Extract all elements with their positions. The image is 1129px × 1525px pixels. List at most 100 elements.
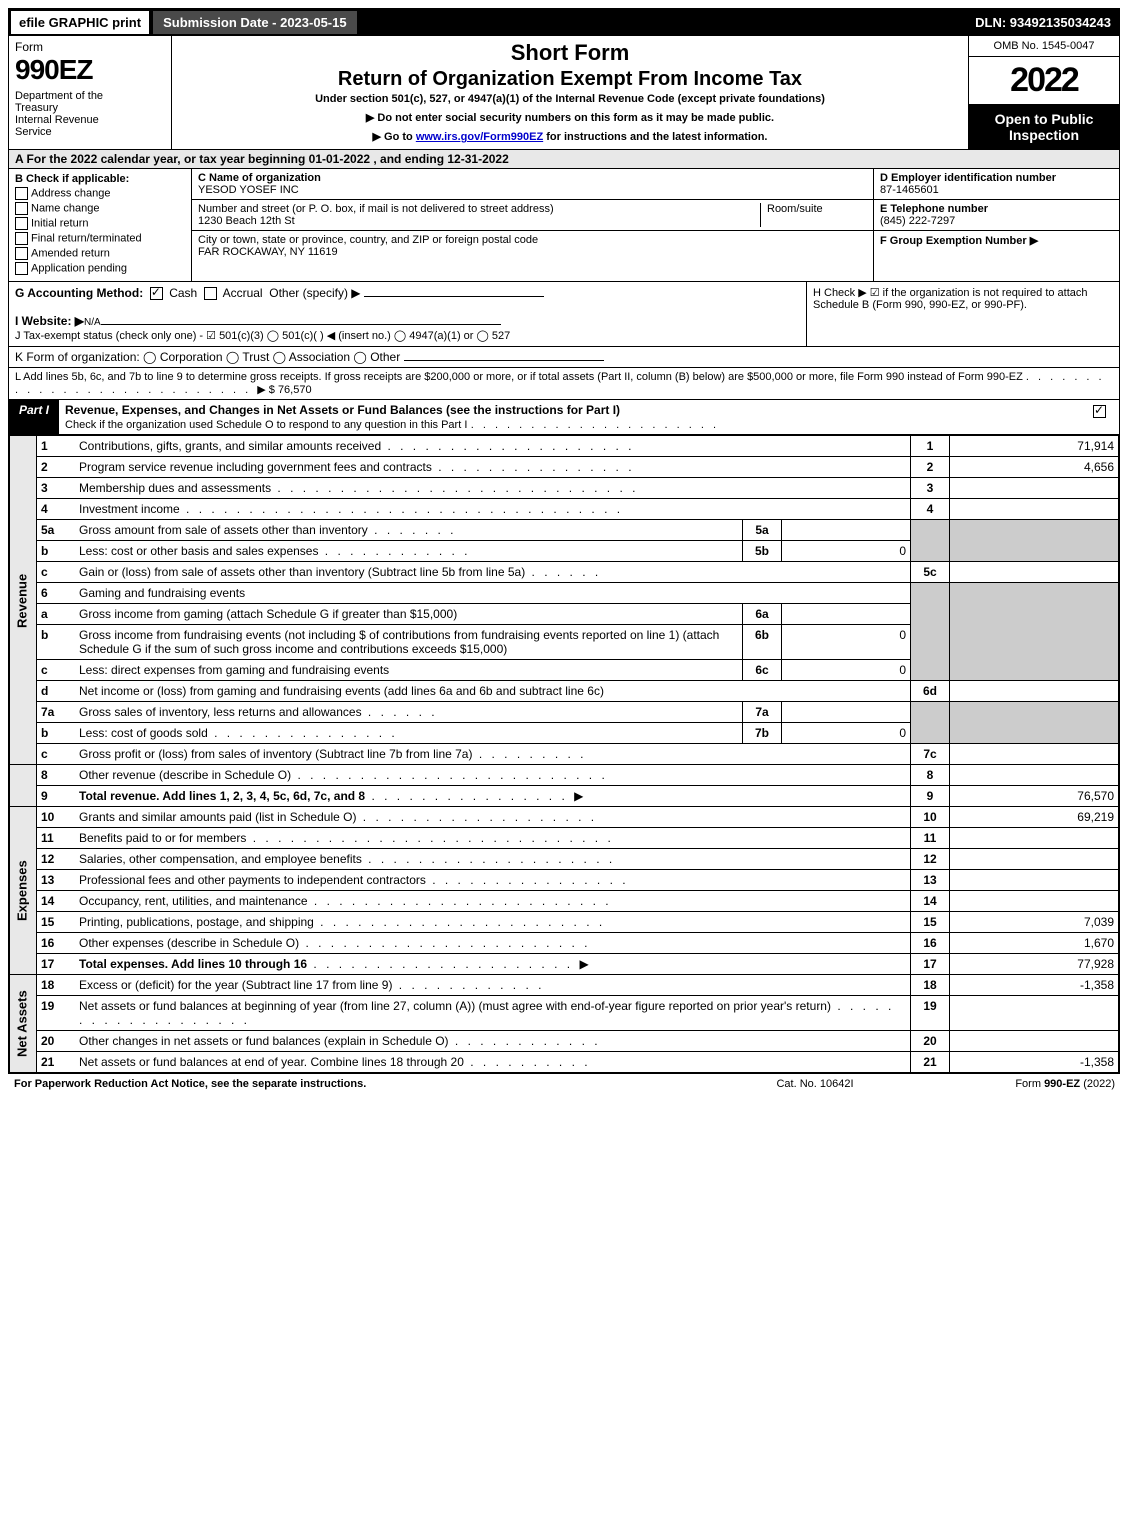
- ssn-warning: ▶ Do not enter social security numbers o…: [178, 111, 962, 124]
- line-20: 20 Other changes in net assets or fund b…: [10, 1031, 1119, 1052]
- top-bar: efile GRAPHIC print Submission Date - 20…: [9, 9, 1119, 36]
- city-value: FAR ROCKAWAY, NY 11619: [198, 246, 338, 258]
- row-g-h: G Accounting Method: Cash Accrual Other …: [9, 282, 1119, 347]
- chk-address-change[interactable]: Address change: [15, 187, 185, 200]
- line-2: 2 Program service revenue including gove…: [10, 457, 1119, 478]
- line-6b: b Gross income from fundraising events (…: [10, 625, 1119, 660]
- line-1: Revenue 1 Contributions, gifts, grants, …: [10, 436, 1119, 457]
- line-5b: b Less: cost or other basis and sales ex…: [10, 541, 1119, 562]
- accounting-method-label: G Accounting Method:: [15, 286, 143, 300]
- footer: For Paperwork Reduction Act Notice, see …: [8, 1074, 1121, 1094]
- line-1-amount: 71,914: [950, 436, 1119, 457]
- phone-value: (845) 222-7297: [880, 215, 955, 227]
- chk-application-pending[interactable]: Application pending: [15, 262, 185, 275]
- line-12: 12 Salaries, other compensation, and emp…: [10, 849, 1119, 870]
- line-18-amount: -1,358: [950, 975, 1119, 996]
- irs-link[interactable]: www.irs.gov/Form990EZ: [416, 131, 543, 143]
- header-left: Form 990EZ Department of theTreasuryInte…: [9, 36, 172, 149]
- form-990ez: efile GRAPHIC print Submission Date - 20…: [8, 8, 1120, 1074]
- chk-initial-return[interactable]: Initial return: [15, 217, 185, 230]
- org-name: YESOD YOSEF INC: [198, 184, 299, 196]
- line-11: 11 Benefits paid to or for members . . .…: [10, 828, 1119, 849]
- website-value: N/A: [84, 317, 101, 328]
- row-j-tax-exempt: J Tax-exempt status (check only one) - ☑…: [15, 330, 510, 342]
- chk-final-return[interactable]: Final return/terminated: [15, 232, 185, 245]
- room-label: Room/suite: [767, 203, 823, 215]
- dln-number: DLN: 93492135034243: [967, 11, 1119, 34]
- form-version: Form 990-EZ (2022): [915, 1078, 1115, 1090]
- org-name-row: C Name of organization YESOD YOSEF INC: [192, 169, 873, 200]
- header-block: Form 990EZ Department of theTreasuryInte…: [9, 36, 1119, 150]
- line-7b: b Less: cost of goods sold . . . . . . .…: [10, 723, 1119, 744]
- lines-table: Revenue 1 Contributions, gifts, grants, …: [9, 435, 1119, 1073]
- line-16: 16 Other expenses (describe in Schedule …: [10, 933, 1119, 954]
- short-form-title: Short Form: [178, 40, 962, 66]
- chk-cash[interactable]: [150, 287, 163, 300]
- line-9: 9 Total revenue. Add lines 1, 2, 3, 4, 5…: [10, 786, 1119, 807]
- line-17-total-expenses: 77,928: [950, 954, 1119, 975]
- catalog-number: Cat. No. 10642I: [715, 1078, 915, 1090]
- line-3: 3 Membership dues and assessments . . . …: [10, 478, 1119, 499]
- line-6c: c Less: direct expenses from gaming and …: [10, 660, 1119, 681]
- row-g: G Accounting Method: Cash Accrual Other …: [9, 282, 806, 346]
- part-i-title-wrap: Revenue, Expenses, and Changes in Net As…: [59, 400, 1083, 434]
- submission-date: Submission Date - 2023-05-15: [151, 9, 359, 36]
- line-5c: c Gain or (loss) from sale of assets oth…: [10, 562, 1119, 583]
- goto-suffix: for instructions and the latest informat…: [543, 131, 767, 143]
- row-k-other-input[interactable]: [404, 360, 604, 361]
- line-7b-value: 0: [782, 723, 911, 744]
- other-specify-input[interactable]: [364, 296, 544, 297]
- line-5a: 5a Gross amount from sale of assets othe…: [10, 520, 1119, 541]
- line-15-amount: 7,039: [950, 912, 1119, 933]
- row-a-text: A For the 2022 calendar year, or tax yea…: [15, 152, 509, 166]
- chk-name-change[interactable]: Name change: [15, 202, 185, 215]
- org-name-label: C Name of organization: [198, 172, 321, 184]
- line-2-amount: 4,656: [950, 457, 1119, 478]
- phone-label: E Telephone number: [880, 203, 988, 215]
- line-13: 13 Professional fees and other payments …: [10, 870, 1119, 891]
- line-16-amount: 1,670: [950, 933, 1119, 954]
- line-7a: 7a Gross sales of inventory, less return…: [10, 702, 1119, 723]
- ein-row: D Employer identification number 87-1465…: [874, 169, 1119, 200]
- line-14: 14 Occupancy, rent, utilities, and maint…: [10, 891, 1119, 912]
- city-row: City or town, state or province, country…: [192, 231, 873, 261]
- omb-number: OMB No. 1545-0047: [969, 36, 1119, 57]
- ein-value: 87-1465601: [880, 184, 939, 196]
- chk-amended-return[interactable]: Amended return: [15, 247, 185, 260]
- form-title: Return of Organization Exempt From Incom…: [178, 68, 962, 91]
- other-specify: Other (specify) ▶: [269, 286, 360, 300]
- line-18: Net Assets 18 Excess or (deficit) for th…: [10, 975, 1119, 996]
- phone-row: E Telephone number (845) 222-7297: [874, 200, 1119, 231]
- group-exemption-label: F Group Exemption Number ▶: [880, 235, 1038, 247]
- street-label: Number and street (or P. O. box, if mail…: [198, 203, 554, 215]
- goto-prefix: ▶ Go to: [373, 131, 416, 143]
- line-10: Expenses 10 Grants and similar amounts p…: [10, 807, 1119, 828]
- open-public-inspection: Open to Public Inspection: [969, 105, 1119, 149]
- ein-label: D Employer identification number: [880, 172, 1056, 184]
- header-center: Short Form Return of Organization Exempt…: [172, 36, 968, 149]
- row-k-text: K Form of organization: ◯ Corporation ◯ …: [15, 350, 400, 364]
- revenue-sidelabel: Revenue: [10, 436, 37, 765]
- schedule-o-checkbox[interactable]: [1093, 405, 1106, 418]
- row-h: H Check ▶ ☑ if the organization is not r…: [806, 282, 1119, 346]
- col-b-checkboxes: B Check if applicable: Address change Na…: [9, 169, 192, 281]
- line-6a: a Gross income from gaming (attach Sched…: [10, 604, 1119, 625]
- group-exemption-row: F Group Exemption Number ▶: [874, 231, 1119, 250]
- col-def: D Employer identification number 87-1465…: [873, 169, 1119, 281]
- line-19: 19 Net assets or fund balances at beginn…: [10, 996, 1119, 1031]
- line-9-total-revenue: 76,570: [950, 786, 1119, 807]
- line-17: 17 Total expenses. Add lines 10 through …: [10, 954, 1119, 975]
- efile-print-label[interactable]: efile GRAPHIC print: [9, 9, 151, 36]
- goto-instructions: ▶ Go to www.irs.gov/Form990EZ for instru…: [178, 130, 962, 143]
- col-c-org-info: C Name of organization YESOD YOSEF INC N…: [192, 169, 873, 281]
- line-6b-value: 0: [782, 625, 911, 660]
- chk-accrual[interactable]: [204, 287, 217, 300]
- street-value: 1230 Beach 12th St: [198, 215, 295, 227]
- header-right: OMB No. 1545-0047 2022 Open to Public In…: [968, 36, 1119, 149]
- line-7c: c Gross profit or (loss) from sales of i…: [10, 744, 1119, 765]
- paperwork-notice: For Paperwork Reduction Act Notice, see …: [14, 1078, 715, 1090]
- row-l-amount: ▶ $ 76,570: [257, 384, 311, 396]
- form-subtitle: Under section 501(c), 527, or 4947(a)(1)…: [178, 93, 962, 105]
- row-a-tax-year: A For the 2022 calendar year, or tax yea…: [9, 150, 1119, 169]
- line-15: 15 Printing, publications, postage, and …: [10, 912, 1119, 933]
